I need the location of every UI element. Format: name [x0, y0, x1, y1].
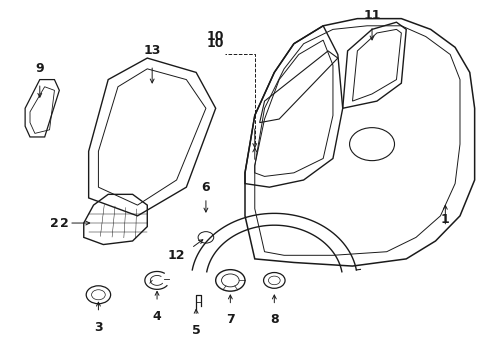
Text: 9: 9 [35, 62, 44, 75]
Text: 4: 4 [153, 310, 161, 323]
Text: 2: 2 [50, 216, 59, 230]
Text: 3: 3 [94, 320, 103, 333]
Text: 6: 6 [201, 181, 210, 194]
Text: 1: 1 [441, 213, 450, 226]
Text: 8: 8 [270, 313, 279, 327]
Text: 12: 12 [168, 249, 185, 262]
Text: 10: 10 [207, 37, 224, 50]
Text: 13: 13 [144, 44, 161, 57]
Text: 7: 7 [226, 313, 235, 327]
Text: 10: 10 [207, 30, 224, 43]
Text: 5: 5 [192, 324, 200, 337]
Text: 11: 11 [363, 9, 381, 22]
Text: 2: 2 [60, 216, 69, 230]
